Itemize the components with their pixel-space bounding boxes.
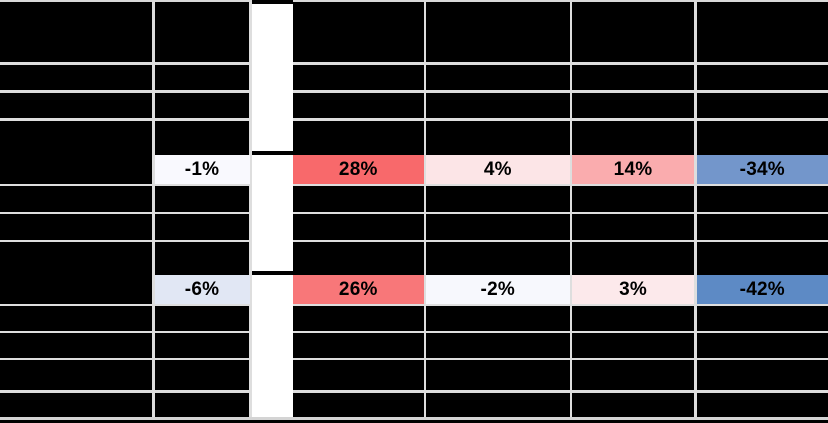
data-row-2-top-border (251, 271, 293, 275)
value-cell-r2-c3: 26% (293, 274, 424, 304)
horizontal-gridline (0, 357, 828, 360)
value-cell-r1-c4: 4% (426, 154, 570, 184)
value-cell-r1-c5: 14% (572, 154, 694, 184)
horizontal-gridline (0, 330, 828, 333)
value-cell-r2-c4: -2% (426, 274, 570, 304)
horizontal-gridline (0, 183, 828, 186)
spacer-column (251, 0, 293, 423)
value-cell-r1-c3: 28% (293, 154, 424, 184)
value-cell-r2-c6: -42% (696, 274, 828, 304)
horizontal-gridline (0, 118, 828, 121)
data-row-1-top-border (251, 151, 293, 155)
value-cell-r2-c2: -6% (154, 274, 250, 304)
value-cell-r1-c2: -1% (154, 154, 250, 184)
table-top-border (0, 0, 828, 2)
spacer-top-border (251, 0, 293, 4)
table-bottom-border (0, 420, 828, 423)
horizontal-gridline (0, 390, 828, 393)
horizontal-gridline (0, 211, 828, 214)
table-bottom-gridline (0, 417, 828, 420)
horizontal-gridline (0, 62, 828, 65)
horizontal-gridline (0, 90, 828, 93)
horizontal-gridline (0, 239, 828, 242)
value-cell-r2-c5: 3% (572, 274, 694, 304)
horizontal-gridline (0, 303, 828, 306)
value-cell-r1-c6: -34% (696, 154, 828, 184)
